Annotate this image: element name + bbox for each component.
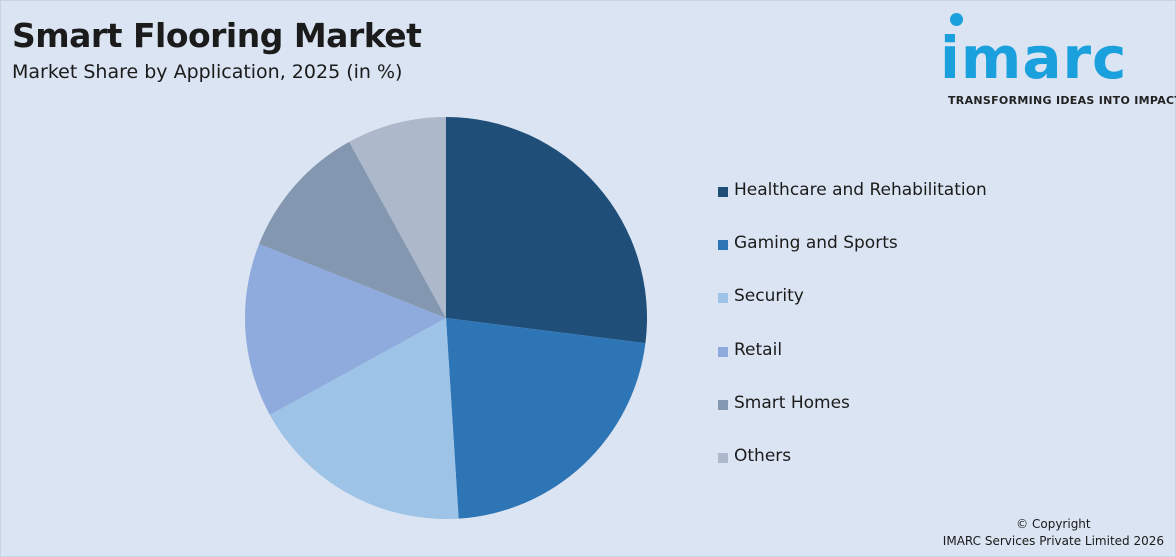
copyright-line-2: IMARC Services Private Limited 2026 <box>942 534 1164 548</box>
pie-slice-security <box>269 318 459 519</box>
pie-slice-gaming-and-sports <box>446 318 646 519</box>
legend-swatch <box>718 187 728 197</box>
legend-label: Others <box>734 445 792 466</box>
legend-label: Healthcare and Rehabilitation <box>734 180 987 200</box>
legend-label: Retail <box>734 339 783 360</box>
legend-label: Smart Homes <box>734 392 850 413</box>
legend-label: Gaming and Sports <box>734 233 898 254</box>
legend-swatch <box>718 346 728 357</box>
copyright: © Copyright IMARC Services Private Limit… <box>943 516 1164 550</box>
chart-title: Smart Flooring Market <box>12 16 422 55</box>
legend-label: Security <box>734 286 804 307</box>
logo-wordmark: imarc <box>940 24 1128 92</box>
logo-dot-icon <box>950 13 963 26</box>
pie-slice-healthcare-and-rehabilitation <box>446 117 648 344</box>
imarc-logo: imarc TRANSFORMING IDEAS INTO IMPACT <box>940 10 1176 110</box>
chart-subtitle: Market Share by Application, 2025 (in %) <box>12 61 403 83</box>
pie-slice-others <box>349 117 446 318</box>
legend-swatch <box>718 399 728 410</box>
logo-tagline: TRANSFORMING IDEAS INTO IMPACT <box>948 94 1176 107</box>
legend-swatch <box>718 240 728 251</box>
legend-swatch <box>718 452 728 463</box>
pie-slice-smart-homes <box>259 141 446 318</box>
copyright-line-1: © Copyright <box>1016 517 1091 531</box>
legend-swatch <box>718 293 728 304</box>
pie-slice-retail <box>244 244 446 415</box>
